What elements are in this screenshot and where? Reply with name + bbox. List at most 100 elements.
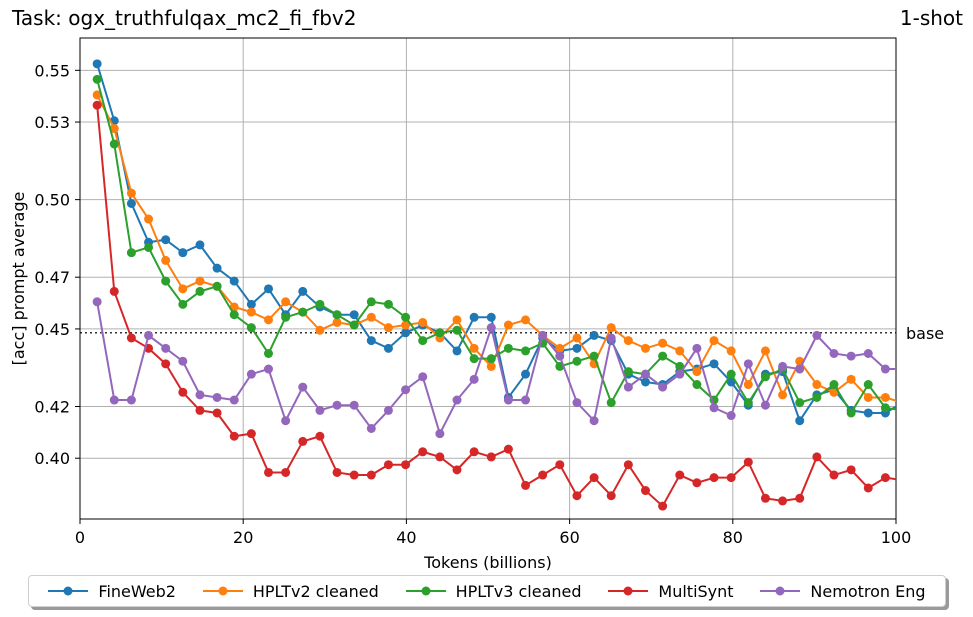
data-point-fineweb2	[212, 263, 222, 273]
data-point-hpltv3-cleaned	[92, 74, 102, 84]
data-point-fineweb2	[195, 240, 205, 250]
data-point-multisynt	[503, 444, 513, 454]
data-point-multisynt	[760, 493, 770, 503]
data-point-hpltv3-cleaned	[760, 372, 770, 382]
data-point-fineweb2	[640, 377, 650, 387]
data-point-nemotron-eng	[863, 348, 873, 358]
data-point-hpltv3-cleaned	[144, 242, 154, 252]
data-point-nemotron-eng	[126, 395, 136, 405]
data-point-multisynt	[281, 467, 291, 477]
data-point-fineweb2	[863, 408, 873, 418]
data-point-hpltv3-cleaned	[212, 281, 222, 291]
data-point-hpltv2-cleaned	[623, 336, 633, 346]
y-tick-label: 0.42	[34, 398, 70, 417]
data-point-multisynt	[743, 457, 753, 467]
data-point-hpltv3-cleaned	[898, 406, 907, 415]
data-point-hpltv2-cleaned	[315, 325, 325, 335]
data-point-hpltv2-cleaned	[246, 307, 256, 317]
data-point-hpltv3-cleaned	[589, 351, 599, 361]
data-point-nemotron-eng	[92, 297, 102, 307]
data-point-multisynt	[178, 387, 188, 397]
data-point-hpltv3-cleaned	[692, 380, 702, 390]
data-point-hpltv2-cleaned	[675, 346, 685, 356]
data-point-multisynt	[298, 436, 308, 446]
data-point-multisynt	[829, 470, 839, 480]
data-point-fineweb2	[795, 416, 805, 426]
data-point-multisynt	[538, 470, 548, 480]
data-point-nemotron-eng	[572, 398, 582, 408]
data-point-multisynt	[469, 447, 479, 457]
data-point-fineweb2	[383, 343, 393, 353]
data-point-multisynt	[709, 473, 719, 483]
data-point-hpltv3-cleaned	[126, 248, 136, 258]
data-point-hpltv2-cleaned	[281, 297, 291, 307]
data-point-hpltv3-cleaned	[315, 299, 325, 309]
data-point-hpltv2-cleaned	[263, 315, 273, 325]
data-point-hpltv3-cleaned	[366, 297, 376, 307]
data-point-nemotron-eng	[795, 364, 805, 374]
data-point-nemotron-eng	[486, 323, 496, 333]
y-axis-label: [acc] prompt average	[9, 192, 28, 366]
data-point-nemotron-eng	[521, 395, 531, 405]
data-point-fineweb2	[298, 286, 308, 296]
data-point-multisynt	[109, 286, 119, 296]
legend-item-nemotron-eng: Nemotron Eng	[760, 582, 926, 601]
data-point-hpltv2-cleaned	[709, 336, 719, 346]
data-point-nemotron-eng	[246, 369, 256, 379]
data-point-hpltv3-cleaned	[486, 354, 496, 364]
data-point-hpltv3-cleaned	[503, 343, 513, 353]
data-point-nemotron-eng	[263, 364, 273, 374]
data-point-nemotron-eng	[178, 356, 188, 366]
data-point-hpltv2-cleaned	[743, 380, 753, 390]
data-point-hpltv2-cleaned	[144, 214, 154, 224]
data-point-nemotron-eng	[332, 400, 342, 410]
data-point-multisynt	[315, 431, 325, 441]
data-point-multisynt	[418, 447, 428, 457]
legend-swatch-nemotron-eng	[760, 586, 801, 596]
data-point-fineweb2	[366, 336, 376, 346]
legend-label: MultiSynt	[658, 581, 734, 601]
y-tick-label: 0.50	[34, 191, 70, 210]
data-point-hpltv2-cleaned	[452, 315, 462, 325]
data-point-hpltv2-cleaned	[521, 315, 531, 325]
data-point-multisynt	[778, 496, 788, 506]
data-point-multisynt	[401, 460, 411, 470]
data-point-hpltv3-cleaned	[521, 346, 531, 356]
plot-frame	[79, 37, 897, 520]
data-point-nemotron-eng	[760, 400, 770, 410]
data-point-nemotron-eng	[281, 416, 291, 426]
data-point-hpltv3-cleaned	[726, 369, 736, 379]
data-point-hpltv3-cleaned	[195, 286, 205, 296]
x-tick-label: 40	[396, 528, 416, 547]
data-point-nemotron-eng	[538, 330, 548, 340]
data-point-hpltv3-cleaned	[469, 354, 479, 364]
data-point-multisynt	[92, 100, 102, 110]
data-point-hpltv3-cleaned	[246, 323, 256, 333]
data-point-nemotron-eng	[144, 330, 154, 340]
data-point-hpltv3-cleaned	[846, 408, 856, 418]
data-point-fineweb2	[126, 199, 136, 209]
y-tick-label: 0.45	[34, 320, 70, 339]
data-point-nemotron-eng	[195, 390, 205, 400]
data-point-hpltv3-cleaned	[572, 356, 582, 366]
legend-swatch-hpltv3-cleaned	[405, 586, 446, 596]
data-point-fineweb2	[161, 235, 171, 245]
legend-item-fineweb2: FineWeb2	[48, 582, 176, 601]
x-tick-label: 60	[559, 528, 579, 547]
chart-legend: FineWeb2 HPLTv2 cleaned HPLTv3 cleaned Mult…	[28, 575, 946, 607]
legend-swatch-multisynt	[608, 586, 649, 596]
data-point-nemotron-eng	[880, 364, 890, 374]
data-point-fineweb2	[349, 310, 359, 320]
data-point-fineweb2	[92, 59, 102, 69]
data-point-nemotron-eng	[778, 361, 788, 371]
legend-item-multisynt: MultiSynt	[608, 581, 734, 601]
data-point-nemotron-eng	[315, 405, 325, 415]
data-point-nemotron-eng	[161, 343, 171, 353]
data-point-nemotron-eng	[435, 429, 445, 439]
legend-label: FineWeb2	[98, 581, 176, 601]
legend-label: HPLTv2 cleaned	[252, 581, 379, 601]
y-tick-label: 0.53	[34, 113, 70, 132]
x-tick-label: 0	[75, 528, 85, 547]
data-point-multisynt	[589, 473, 599, 483]
data-point-multisynt	[606, 491, 616, 501]
